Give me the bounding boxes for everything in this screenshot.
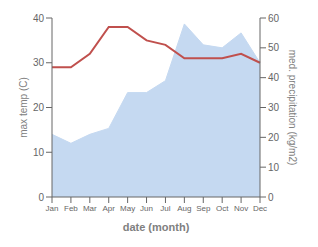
svg-text:30: 30 xyxy=(33,57,45,68)
svg-text:40: 40 xyxy=(33,13,45,24)
svg-text:date (month): date (month) xyxy=(123,221,190,233)
svg-text:10: 10 xyxy=(33,147,45,158)
svg-text:max temp (C): max temp (C) xyxy=(18,77,29,138)
svg-text:Mar: Mar xyxy=(83,204,97,213)
svg-text:20: 20 xyxy=(33,102,45,113)
svg-text:med. precipitation (kg/m2): med. precipitation (kg/m2) xyxy=(287,50,298,166)
svg-text:Apr: Apr xyxy=(103,204,116,213)
svg-text:Feb: Feb xyxy=(64,204,78,213)
svg-text:Sep: Sep xyxy=(196,204,211,213)
svg-text:20: 20 xyxy=(268,132,280,143)
svg-text:Aug: Aug xyxy=(177,204,191,213)
svg-text:Jul: Jul xyxy=(160,204,170,213)
svg-text:Oct: Oct xyxy=(216,204,229,213)
svg-text:0: 0 xyxy=(268,192,274,203)
svg-text:May: May xyxy=(120,204,135,213)
svg-text:40: 40 xyxy=(268,72,280,83)
svg-text:50: 50 xyxy=(268,42,280,53)
svg-text:60: 60 xyxy=(268,13,280,24)
svg-text:10: 10 xyxy=(268,162,280,173)
svg-text:30: 30 xyxy=(268,102,280,113)
svg-text:Jan: Jan xyxy=(46,204,59,213)
svg-text:Nov: Nov xyxy=(234,204,248,213)
svg-text:Jun: Jun xyxy=(140,204,153,213)
svg-text:0: 0 xyxy=(38,192,44,203)
svg-text:Dec: Dec xyxy=(253,204,267,213)
